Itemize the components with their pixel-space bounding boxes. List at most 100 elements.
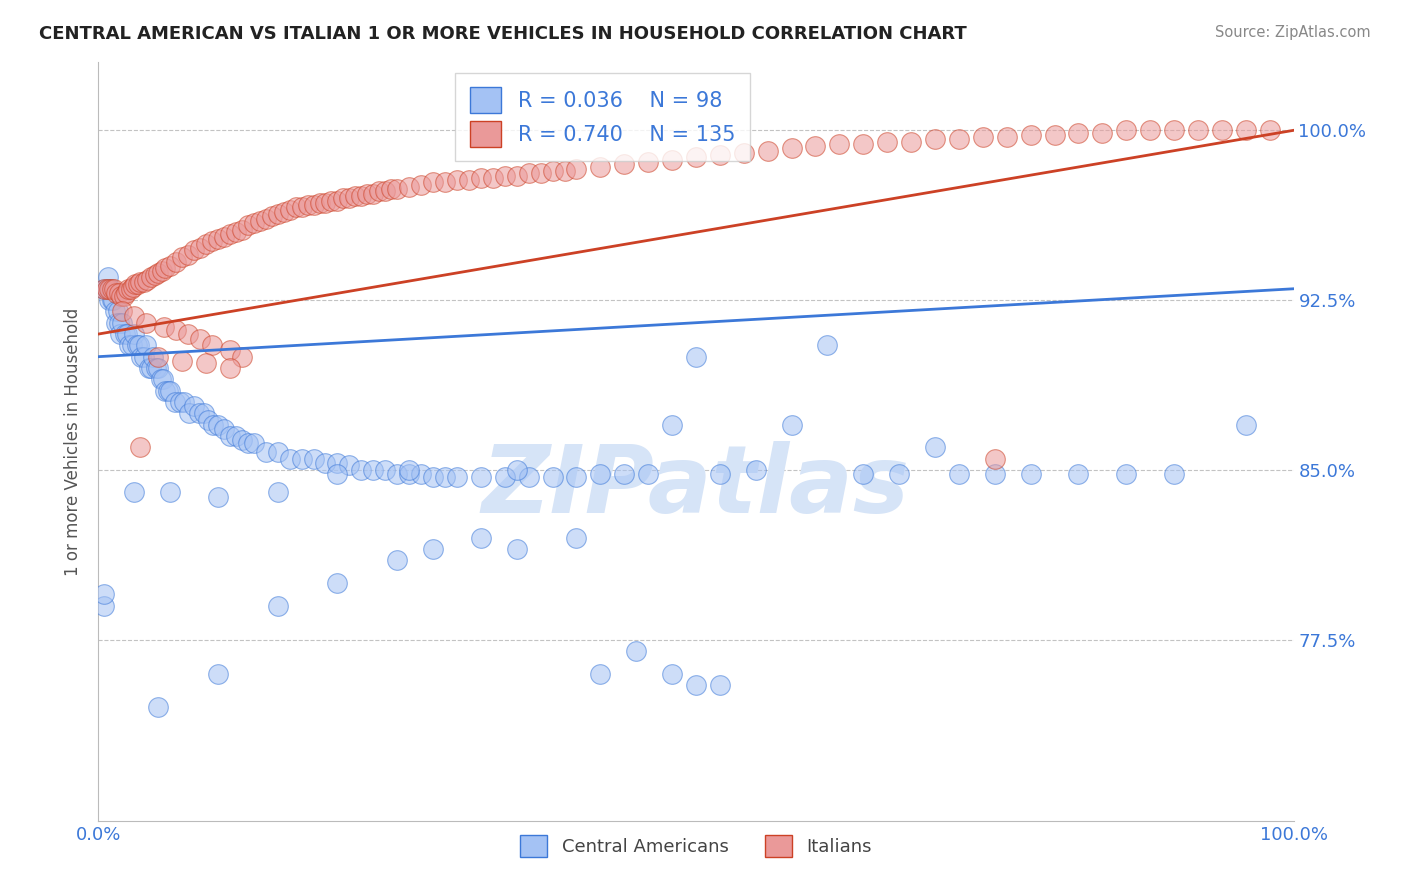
- Point: [494, 469, 516, 483]
- Point: [889, 467, 911, 482]
- Point: [124, 326, 146, 341]
- Point: [470, 531, 492, 545]
- Point: [132, 275, 155, 289]
- Point: [1019, 467, 1042, 482]
- Point: [172, 250, 194, 264]
- Legend: Central Americans, Italians: Central Americans, Italians: [513, 828, 879, 864]
- Point: [626, 644, 648, 658]
- Point: [326, 576, 349, 591]
- Point: [995, 130, 1018, 145]
- Point: [315, 195, 337, 210]
- Point: [219, 361, 242, 376]
- Point: [422, 469, 444, 483]
- Point: [506, 463, 529, 477]
- Point: [1163, 123, 1185, 137]
- Point: [267, 207, 290, 221]
- Point: [637, 467, 659, 482]
- Point: [172, 354, 194, 368]
- Point: [219, 227, 242, 242]
- Point: [150, 263, 173, 277]
- Point: [1163, 467, 1185, 482]
- Point: [291, 200, 314, 214]
- Point: [136, 273, 159, 287]
- Point: [517, 166, 540, 180]
- Point: [291, 451, 314, 466]
- Point: [565, 531, 588, 545]
- Point: [565, 469, 588, 483]
- Point: [155, 261, 177, 276]
- Point: [195, 236, 218, 251]
- Point: [231, 223, 253, 237]
- Point: [93, 587, 115, 601]
- Point: [1067, 126, 1090, 140]
- Point: [613, 467, 636, 482]
- Point: [350, 463, 373, 477]
- Point: [231, 350, 253, 364]
- Point: [212, 422, 235, 436]
- Point: [148, 361, 170, 376]
- Point: [98, 282, 121, 296]
- Point: [93, 282, 115, 296]
- Point: [984, 467, 1007, 482]
- Point: [530, 166, 553, 180]
- Point: [93, 599, 115, 613]
- Point: [165, 322, 187, 336]
- Point: [202, 417, 225, 432]
- Point: [207, 490, 229, 504]
- Point: [149, 372, 172, 386]
- Point: [173, 395, 195, 409]
- Point: [212, 229, 235, 244]
- Point: [100, 282, 122, 296]
- Point: [709, 467, 731, 482]
- Point: [815, 338, 838, 352]
- Point: [98, 293, 121, 307]
- Point: [236, 219, 259, 233]
- Point: [143, 268, 166, 283]
- Point: [236, 435, 259, 450]
- Point: [148, 700, 170, 714]
- Point: [101, 293, 124, 307]
- Point: [121, 338, 143, 352]
- Point: [179, 406, 201, 420]
- Point: [924, 440, 946, 454]
- Point: [127, 277, 149, 292]
- Text: CENTRAL AMERICAN VS ITALIAN 1 OR MORE VEHICLES IN HOUSEHOLD CORRELATION CHART: CENTRAL AMERICAN VS ITALIAN 1 OR MORE VE…: [39, 25, 967, 43]
- Point: [231, 434, 253, 448]
- Point: [1115, 123, 1137, 137]
- Point: [142, 350, 165, 364]
- Point: [446, 173, 468, 187]
- Point: [506, 169, 529, 183]
- Point: [129, 440, 152, 454]
- Point: [124, 485, 146, 500]
- Point: [159, 485, 181, 500]
- Point: [398, 463, 420, 477]
- Point: [780, 417, 803, 432]
- Point: [169, 395, 191, 409]
- Point: [302, 451, 325, 466]
- Point: [368, 185, 391, 199]
- Point: [398, 467, 420, 482]
- Point: [188, 241, 211, 255]
- Point: [685, 350, 707, 364]
- Point: [114, 326, 136, 341]
- Point: [201, 338, 224, 352]
- Point: [254, 444, 277, 458]
- Point: [225, 225, 247, 239]
- Point: [852, 136, 875, 151]
- Point: [278, 202, 301, 217]
- Point: [139, 270, 162, 285]
- Point: [326, 456, 349, 470]
- Point: [972, 130, 994, 145]
- Point: [374, 185, 396, 199]
- Point: [156, 384, 179, 398]
- Point: [201, 234, 224, 248]
- Point: [1115, 467, 1137, 482]
- Point: [96, 282, 118, 296]
- Point: [1234, 417, 1257, 432]
- Point: [709, 148, 731, 162]
- Point: [165, 254, 187, 268]
- Point: [434, 469, 457, 483]
- Point: [177, 326, 200, 341]
- Point: [183, 244, 205, 258]
- Point: [315, 456, 337, 470]
